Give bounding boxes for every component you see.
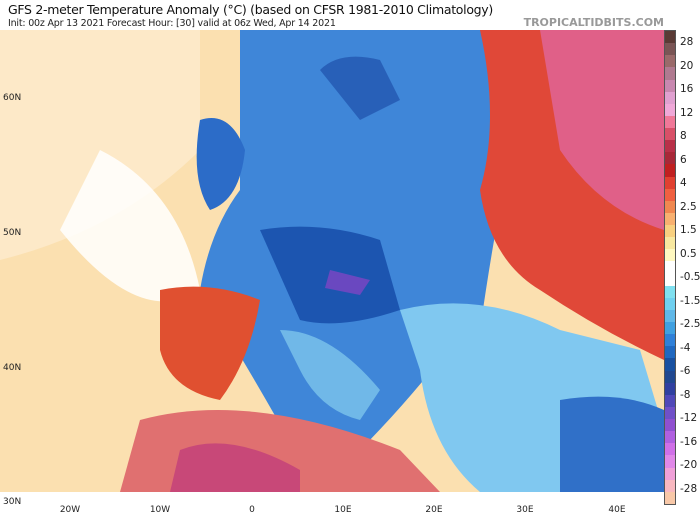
colorbar-segment bbox=[665, 297, 675, 310]
colorbar-label: 16 bbox=[680, 83, 694, 95]
colorbar-labels: 28 20 16 12 8 6 4 2.5 1.5 0.5 -0.5 -1.5 -2.5 -4 -6 -8 -1… bbox=[680, 36, 700, 506]
colorbar-label: 2.5 bbox=[680, 200, 697, 213]
colorbar-segment bbox=[665, 91, 675, 104]
colorbar-label: 8 bbox=[680, 130, 687, 142]
lat-label: 40N bbox=[3, 363, 22, 373]
colorbar-segment bbox=[665, 249, 675, 262]
colorbar-label: 28 bbox=[680, 36, 694, 48]
colorbar-label: 20 bbox=[680, 59, 694, 72]
lon-label: 40E bbox=[608, 505, 626, 515]
colorbar-label: -6 bbox=[680, 365, 691, 377]
brand-watermark: TROPICALTIDBITS.COM bbox=[523, 16, 664, 29]
colorbar-label: -16 bbox=[680, 435, 698, 448]
map-subtitle: Init: 00z Apr 13 2021 Forecast Hour: [30… bbox=[8, 18, 336, 29]
colorbar-label: 6 bbox=[680, 153, 687, 166]
colorbar-label: -4 bbox=[680, 341, 691, 354]
colorbar-segment bbox=[665, 152, 675, 165]
lon-label: 30E bbox=[516, 505, 534, 515]
colorbar-segment bbox=[665, 309, 675, 322]
colorbar-label: 1.5 bbox=[680, 224, 697, 236]
colorbar-segment bbox=[665, 491, 675, 504]
colorbar-segment bbox=[665, 394, 675, 407]
colorbar-segment bbox=[665, 370, 675, 383]
colorbar-segment bbox=[665, 455, 675, 468]
colorbar-label: 4 bbox=[680, 177, 687, 189]
colorbar-segment bbox=[665, 443, 675, 456]
colorbar-segment bbox=[665, 55, 675, 68]
colorbar-label: -1.5 bbox=[680, 294, 700, 307]
colorbar-label: -0.5 bbox=[680, 271, 700, 283]
lat-label: 50N bbox=[3, 228, 22, 238]
colorbar-segment bbox=[665, 164, 675, 177]
colorbar-segment bbox=[665, 115, 675, 128]
temperature-anomaly-map bbox=[0, 30, 664, 492]
colorbar-segment bbox=[665, 382, 675, 395]
lon-label: 0 bbox=[249, 505, 255, 515]
colorbar-segment bbox=[665, 31, 675, 44]
colorbar-segment bbox=[665, 358, 675, 371]
colorbar-segment bbox=[665, 285, 675, 298]
colorbar-segment bbox=[665, 67, 675, 80]
colorbar-segment bbox=[665, 128, 675, 141]
colorbar-segment bbox=[665, 237, 675, 250]
colorbar-segment bbox=[665, 273, 675, 286]
colorbar-label: -20 bbox=[680, 459, 698, 471]
lat-label: 30N bbox=[3, 497, 22, 507]
colorbar-segment bbox=[665, 140, 675, 153]
colorbar bbox=[664, 30, 676, 505]
colorbar-segment bbox=[665, 419, 675, 432]
colorbar-segment bbox=[665, 334, 675, 347]
lon-label: 20W bbox=[59, 505, 81, 515]
colorbar-segment bbox=[665, 479, 675, 492]
colorbar-segment bbox=[665, 103, 675, 116]
colorbar-segment bbox=[665, 431, 675, 444]
colorbar-segment bbox=[665, 43, 675, 56]
colorbar-segment bbox=[665, 467, 675, 480]
colorbar-segment bbox=[665, 261, 675, 274]
lat-label: 60N bbox=[3, 93, 22, 103]
colorbar-label: 0.5 bbox=[680, 247, 697, 260]
colorbar-segment bbox=[665, 406, 675, 419]
colorbar-label: -8 bbox=[680, 388, 691, 401]
colorbar-segment bbox=[665, 176, 675, 189]
map-title: GFS 2-meter Temperature Anomaly (°C) (ba… bbox=[8, 2, 493, 17]
lon-label: 10W bbox=[149, 505, 171, 515]
colorbar-segment bbox=[665, 322, 675, 335]
colorbar-label: -28 bbox=[680, 482, 698, 495]
lon-label: 20E bbox=[425, 505, 443, 515]
colorbar-segment bbox=[665, 212, 675, 225]
colorbar-segment bbox=[665, 225, 675, 238]
colorbar-segment bbox=[665, 346, 675, 359]
lon-label: 10E bbox=[334, 505, 352, 515]
colorbar-label: 12 bbox=[680, 106, 694, 119]
colorbar-label: -2.5 bbox=[680, 318, 700, 330]
colorbar-segment bbox=[665, 79, 675, 92]
colorbar-label: -12 bbox=[680, 412, 698, 424]
colorbar-segment bbox=[665, 188, 675, 201]
colorbar-segment bbox=[665, 200, 675, 213]
